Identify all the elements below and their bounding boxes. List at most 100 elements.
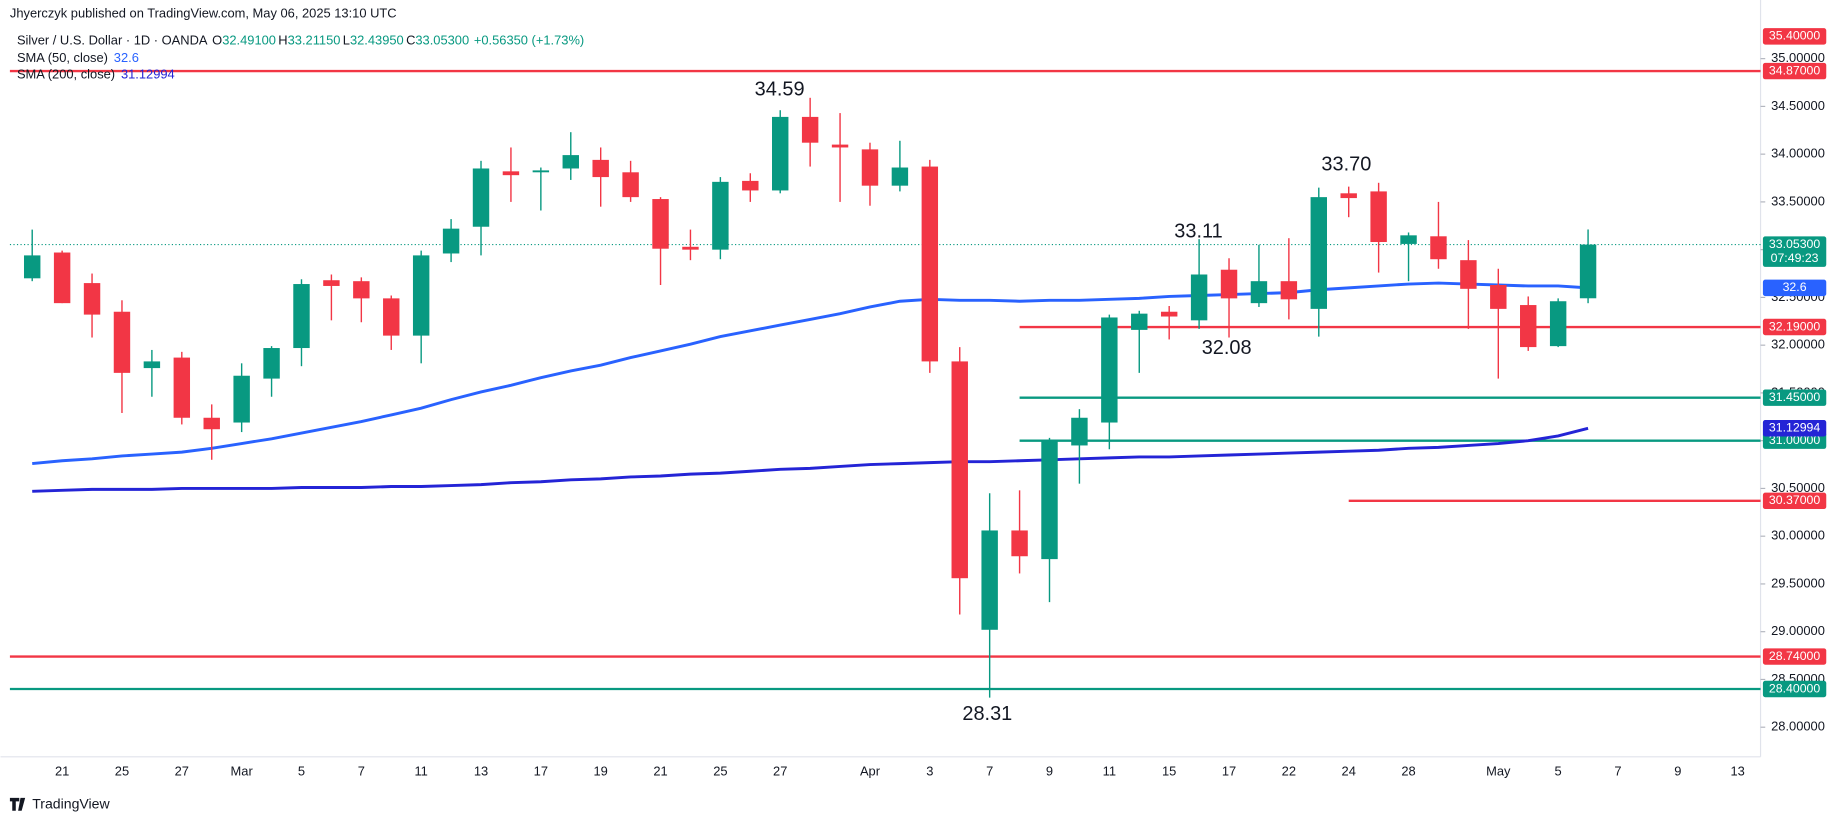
candle-body	[1011, 530, 1028, 557]
price-annotation: 28.31	[962, 703, 1012, 725]
y-tick-label: 29.00000	[1771, 623, 1825, 638]
x-tick-label: 28	[1401, 763, 1415, 778]
sma-value-label: 32.6	[1783, 280, 1807, 294]
level-label: 31.45000	[1769, 390, 1821, 404]
x-tick-label: 5	[298, 763, 305, 778]
sma-line	[32, 281, 1589, 466]
x-tick-label: 25	[115, 763, 129, 778]
level-box	[1762, 389, 1827, 406]
candle-body	[53, 252, 71, 304]
ohlc-value: 32.49100	[222, 32, 276, 47]
level-box	[1762, 432, 1827, 449]
y-tick-label: 30.50000	[1771, 480, 1825, 495]
ohlc-key: H	[278, 32, 287, 47]
price-annotation: 33.11	[1174, 221, 1222, 243]
candle-body	[921, 166, 939, 362]
candle-body	[383, 298, 400, 336]
candle-body	[772, 116, 789, 191]
level-label: 28.40000	[1769, 681, 1821, 695]
indicator-name: SMA (50, close)	[17, 50, 108, 65]
candle-body	[801, 116, 819, 143]
ohlc-value: 33.05300	[415, 32, 469, 47]
footer-brand: TradingView	[32, 796, 110, 812]
candle-body	[592, 159, 609, 178]
level-box	[1762, 492, 1827, 510]
level-label: 32.19000	[1769, 319, 1821, 333]
candle-body	[502, 171, 520, 176]
x-tick-label: 27	[175, 763, 189, 778]
candle-body	[203, 417, 220, 430]
ohlc-value: 32.43950	[350, 32, 404, 47]
candle-body	[742, 180, 759, 191]
candle-body	[622, 172, 639, 198]
candle-body	[891, 167, 909, 186]
symbol-title: Silver / U.S. Dollar · 1D · OANDA	[17, 32, 208, 47]
candle-body	[1220, 269, 1238, 299]
ohlc-key: L	[343, 32, 350, 47]
candle-body	[1340, 193, 1357, 199]
y-tick-label: 34.00000	[1771, 146, 1825, 161]
candle-body	[472, 168, 490, 227]
ohlc-key: O	[212, 32, 222, 47]
x-tick-label: 25	[713, 763, 727, 778]
candle-body	[1250, 281, 1268, 304]
candle-body	[1520, 305, 1537, 348]
x-tick-label: 13	[474, 763, 488, 778]
candle-body	[712, 181, 729, 250]
candle-body	[861, 149, 879, 186]
indicator-name: SMA (200, close)	[17, 67, 115, 82]
footer-logo: TradingView	[9, 796, 111, 812]
sma-line	[32, 426, 1589, 493]
x-tick-label: 11	[414, 763, 427, 778]
candle-body	[1071, 417, 1088, 446]
indicator-value: 32.6	[114, 50, 139, 65]
x-tick-label: 11	[1103, 763, 1116, 778]
x-tick-label: Mar	[231, 763, 254, 778]
x-tick-label: 24	[1342, 763, 1356, 778]
candle-body	[1041, 439, 1058, 560]
price-annotation: 33.70	[1321, 154, 1371, 176]
level-box	[1762, 648, 1827, 665]
sma-value-box	[1762, 420, 1827, 437]
candle-body	[1579, 244, 1597, 299]
candle-body	[951, 361, 968, 579]
candle-body	[1190, 274, 1208, 321]
candle-body	[263, 348, 280, 379]
countdown-label: 07:49:23	[1771, 251, 1819, 265]
price-annotation: 32.08	[1202, 337, 1252, 359]
x-tick-label: 21	[55, 763, 69, 778]
candle-body	[1400, 235, 1417, 244]
level-box	[1762, 28, 1827, 45]
candle-body	[1131, 313, 1148, 330]
candle-body	[293, 284, 310, 349]
x-tick-label: 19	[594, 763, 608, 778]
candle-body	[831, 144, 849, 148]
x-tick-label: 22	[1282, 763, 1296, 778]
y-tick-label: 34.50000	[1771, 98, 1825, 113]
candle-body	[1549, 301, 1567, 347]
candle-body	[1160, 311, 1178, 317]
candle-body	[532, 170, 550, 173]
level-label: 30.37000	[1769, 493, 1821, 507]
level-label: 35.40000	[1769, 29, 1821, 43]
candle-body	[233, 375, 250, 423]
candle-body	[1370, 191, 1387, 243]
level-box	[1762, 62, 1827, 80]
candle-body	[1430, 236, 1447, 260]
x-tick-label: 15	[1162, 763, 1176, 778]
x-tick-label: 7	[358, 763, 365, 778]
x-tick-label: 17	[1222, 763, 1236, 778]
candle-body	[113, 311, 131, 373]
x-tick-label: 21	[653, 763, 667, 778]
level-label: 28.74000	[1769, 649, 1821, 663]
candle-body	[353, 281, 370, 299]
sma-value-label: 31.12994	[1769, 421, 1821, 435]
y-tick-label: 30.00000	[1771, 528, 1825, 543]
y-tick-label: 32.00000	[1771, 337, 1825, 352]
x-tick-label: Apr	[860, 763, 881, 778]
candle-body	[143, 361, 161, 369]
candle-body	[323, 280, 340, 286]
candle-body	[562, 155, 579, 169]
y-tick-label: 35.00000	[1771, 50, 1825, 65]
